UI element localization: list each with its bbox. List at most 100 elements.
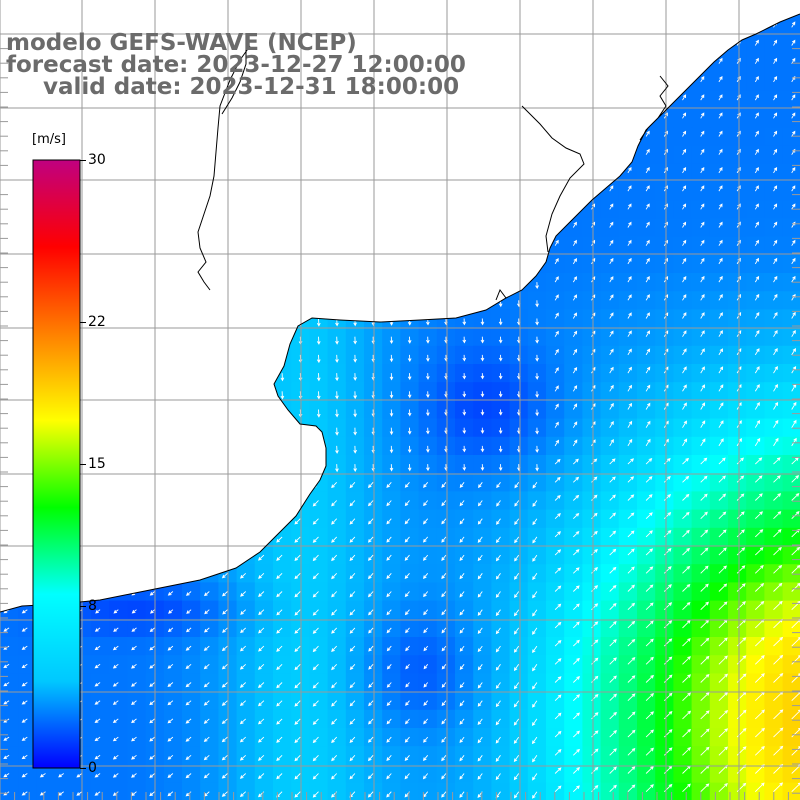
wind-arrow bbox=[609, 366, 614, 374]
wind-arrow bbox=[627, 257, 632, 265]
wind-arrow bbox=[773, 348, 778, 356]
wind-arrow bbox=[773, 148, 778, 155]
wind-arrow bbox=[682, 529, 690, 538]
field-cell bbox=[18, 764, 37, 784]
field-cell bbox=[709, 254, 729, 274]
wind-arrow bbox=[477, 736, 483, 744]
wind-arrow bbox=[186, 627, 192, 633]
wind-arrow bbox=[718, 402, 724, 410]
wind-arrow bbox=[316, 354, 321, 364]
wind-arrow bbox=[627, 766, 636, 774]
wind-arrow bbox=[185, 682, 192, 688]
wind-arrow bbox=[94, 645, 101, 651]
wind-arrow bbox=[754, 39, 759, 46]
wind-arrow bbox=[258, 591, 265, 598]
wind-arrow bbox=[294, 663, 301, 671]
wind-arrow bbox=[423, 482, 429, 488]
wind-arrow bbox=[645, 512, 653, 520]
wind-arrow bbox=[572, 312, 577, 319]
field-cell bbox=[764, 254, 784, 274]
wind-arrow bbox=[312, 736, 319, 744]
wind-arrow bbox=[682, 185, 687, 192]
wind-arrow bbox=[700, 130, 705, 137]
field-cell bbox=[655, 309, 674, 329]
wind-arrow bbox=[349, 518, 356, 525]
wind-arrow bbox=[554, 403, 559, 410]
wind-arrow bbox=[294, 700, 301, 707]
field-cell bbox=[236, 728, 256, 747]
wind-arrow bbox=[185, 773, 192, 779]
field-cell bbox=[200, 709, 219, 729]
wind-arrow bbox=[221, 791, 228, 797]
wind-arrow bbox=[386, 627, 392, 634]
field-cell bbox=[600, 200, 620, 219]
wind-arrow bbox=[312, 609, 319, 616]
field-cell bbox=[36, 782, 56, 800]
wind-arrow bbox=[407, 445, 412, 454]
wind-arrow bbox=[627, 221, 632, 228]
field-cell bbox=[582, 327, 602, 347]
wind-arrow bbox=[554, 312, 559, 319]
wind-arrow bbox=[682, 221, 687, 228]
wind-arrow bbox=[349, 682, 356, 689]
wind-arrow bbox=[609, 766, 617, 774]
wind-arrow bbox=[572, 239, 577, 246]
field-cell bbox=[746, 54, 765, 74]
wind-arrow bbox=[407, 391, 412, 399]
field-cell bbox=[691, 345, 711, 365]
wind-arrow bbox=[718, 547, 727, 556]
field-cell bbox=[746, 364, 765, 383]
wind-arrow bbox=[532, 682, 538, 690]
wind-arrow bbox=[353, 427, 357, 436]
field-cell bbox=[709, 345, 729, 365]
wind-arrow bbox=[312, 518, 319, 525]
wind-arrow bbox=[386, 700, 392, 707]
wind-arrow bbox=[203, 718, 210, 724]
field-cell bbox=[673, 236, 693, 256]
wind-arrow bbox=[627, 711, 636, 720]
wind-arrow bbox=[682, 94, 687, 101]
wind-arrow bbox=[773, 330, 778, 337]
wind-arrow bbox=[773, 221, 778, 228]
wind-arrow bbox=[353, 336, 357, 345]
field-cell bbox=[637, 291, 656, 310]
field-cell bbox=[200, 673, 219, 693]
field-cell bbox=[782, 236, 800, 256]
wind-arrow bbox=[423, 627, 429, 634]
wind-arrow bbox=[221, 572, 228, 579]
field-cell bbox=[782, 382, 800, 401]
colorbar-unit-label: [m/s] bbox=[32, 132, 66, 147]
wind-arrow bbox=[532, 791, 538, 799]
field-cell bbox=[582, 254, 602, 274]
wind-arrow bbox=[609, 330, 614, 337]
wind-arrow bbox=[572, 294, 577, 301]
wind-arrow bbox=[627, 276, 632, 283]
wind-arrow bbox=[627, 747, 636, 756]
field-cell bbox=[618, 236, 638, 256]
wind-arrow bbox=[682, 167, 687, 174]
wind-arrow bbox=[700, 167, 705, 174]
field-cell bbox=[746, 91, 765, 110]
field-cell bbox=[0, 637, 19, 656]
field-cell bbox=[782, 618, 800, 638]
wind-arrow bbox=[441, 591, 447, 598]
wind-arrow bbox=[645, 148, 650, 155]
field-cell bbox=[782, 655, 800, 674]
wind-arrow bbox=[627, 402, 632, 410]
wind-arrow bbox=[700, 420, 706, 428]
wind-arrow bbox=[663, 475, 671, 483]
wind-arrow bbox=[535, 354, 539, 362]
wind-arrow bbox=[353, 354, 357, 363]
wind-arrow bbox=[294, 773, 301, 780]
wind-arrow bbox=[349, 754, 356, 762]
wind-arrow bbox=[754, 185, 759, 192]
field-cell bbox=[564, 436, 583, 456]
wind-arrow bbox=[554, 621, 562, 629]
field-cell bbox=[109, 728, 128, 747]
field-cell bbox=[673, 364, 693, 383]
wind-arrow bbox=[591, 585, 599, 592]
wind-arrow bbox=[591, 530, 598, 538]
wind-arrow bbox=[459, 773, 465, 780]
wind-arrow bbox=[405, 682, 410, 688]
field-cell bbox=[782, 309, 800, 329]
